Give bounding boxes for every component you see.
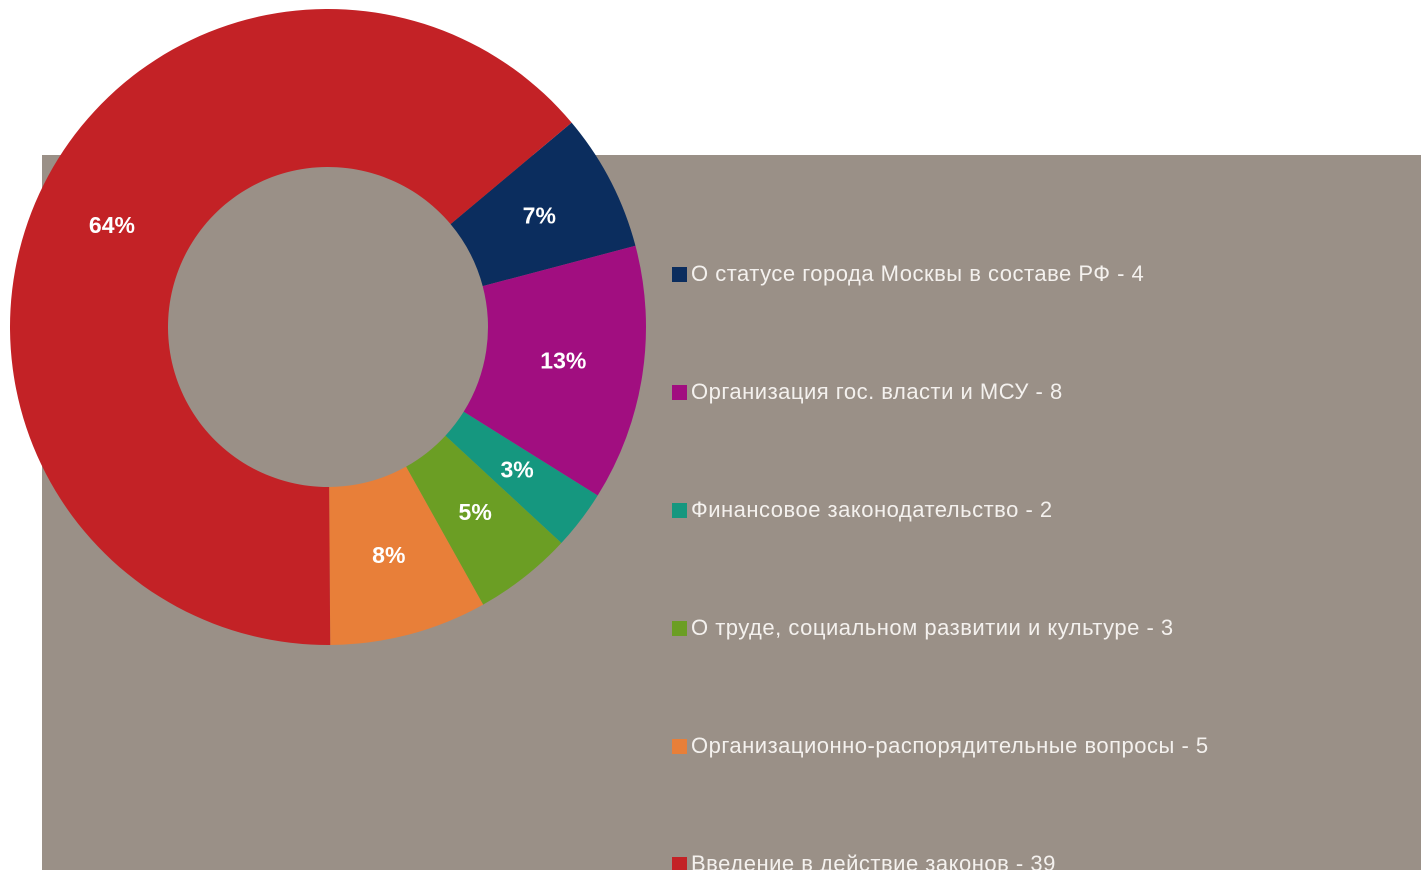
legend-swatch bbox=[672, 267, 687, 282]
slice-label: 3% bbox=[500, 457, 533, 483]
legend-swatch bbox=[672, 857, 687, 870]
slice bbox=[9, 8, 572, 646]
legend-swatch bbox=[672, 385, 687, 400]
legend-label: Введение в действие законов - 39 bbox=[691, 851, 1056, 870]
legend-label: О труде, социальном развитии и культуре … bbox=[691, 615, 1174, 640]
legend-swatch bbox=[672, 503, 687, 518]
legend-swatch bbox=[672, 739, 687, 754]
slice-label: 5% bbox=[459, 499, 492, 525]
slice-label: 64% bbox=[89, 212, 135, 238]
slice bbox=[463, 245, 646, 496]
legend-label: Организация гос. власти и МСУ - 8 bbox=[691, 379, 1063, 404]
slice-label: 8% bbox=[372, 542, 405, 568]
legend-swatch bbox=[672, 621, 687, 636]
slice-label: 13% bbox=[540, 348, 586, 374]
legend-label: О статусе города Москвы в составе РФ - 4 bbox=[691, 261, 1144, 286]
slice bbox=[450, 122, 636, 287]
slice-label: 7% bbox=[523, 203, 556, 229]
legend-label: Организационно-распорядительные вопросы … bbox=[691, 733, 1209, 758]
legend-label: Финансовое законодательство - 2 bbox=[691, 497, 1053, 522]
slice bbox=[445, 411, 598, 544]
slice bbox=[329, 466, 484, 645]
slice bbox=[406, 435, 562, 605]
